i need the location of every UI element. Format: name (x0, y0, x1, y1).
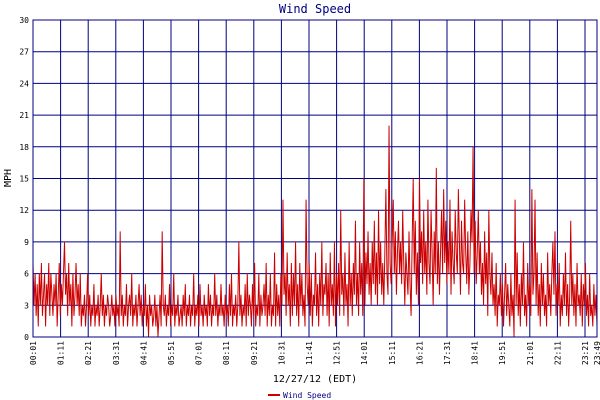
x-tick-label: 16:21 (415, 341, 424, 365)
x-tick-label: 11:41 (305, 341, 314, 365)
x-tick-label: 18:41 (471, 341, 480, 365)
y-tick-label: 15 (19, 175, 29, 184)
x-tick-label: 21:01 (526, 341, 535, 365)
x-tick-label: 07:01 (195, 341, 204, 365)
x-tick-label: 03:31 (112, 341, 121, 365)
x-tick-label: 05:51 (167, 341, 176, 365)
y-tick-label: 21 (19, 111, 29, 120)
x-tick-label: 01:11 (57, 341, 66, 365)
y-tick-label: 9 (24, 238, 29, 247)
x-tick-label: 12:51 (333, 341, 342, 365)
x-tick-label: 19:51 (498, 341, 507, 365)
y-tick-label: 3 (24, 301, 29, 310)
x-tick-label: 23:49 (593, 341, 600, 365)
x-tick-label: 23:21 (581, 341, 590, 365)
x-tick-label: 22:11 (553, 341, 562, 365)
y-tick-label: 27 (19, 48, 29, 57)
x-tick-label: 10:31 (277, 341, 286, 365)
x-tick-label: 14:01 (360, 341, 369, 365)
chart-title: Wind Speed (279, 2, 351, 16)
y-tick-label: 18 (19, 143, 29, 152)
y-tick-label: 6 (24, 270, 29, 279)
x-tick-label: 17:31 (443, 341, 452, 365)
y-axis-label: MPH (3, 169, 14, 187)
x-tick-label: 00:01 (29, 341, 38, 365)
y-tick-label: 0 (24, 333, 29, 342)
legend: Wind Speed (268, 391, 331, 400)
x-axis-label: 12/27/12 (EDT) (273, 374, 357, 385)
series-wind-speed (32, 125, 598, 338)
legend-label: Wind Speed (283, 391, 331, 400)
x-tick-label: 15:11 (388, 341, 397, 365)
x-tick-label: 08:11 (222, 341, 231, 365)
x-tick-label: 04:41 (139, 341, 148, 365)
y-tick-label: 30 (19, 16, 29, 25)
axes: 0 3 6 9 12 15 18 21 24 27 30 00:01 01:11 02:21 03:31 04… (19, 16, 600, 365)
y-tick-label: 12 (19, 206, 29, 215)
series-line-wind-speed (32, 125, 598, 338)
y-tick-label: 24 (19, 79, 29, 88)
x-tick-label: 02:21 (84, 341, 93, 365)
x-tick-label: 09:21 (250, 341, 259, 365)
plot-border (32, 19, 598, 338)
